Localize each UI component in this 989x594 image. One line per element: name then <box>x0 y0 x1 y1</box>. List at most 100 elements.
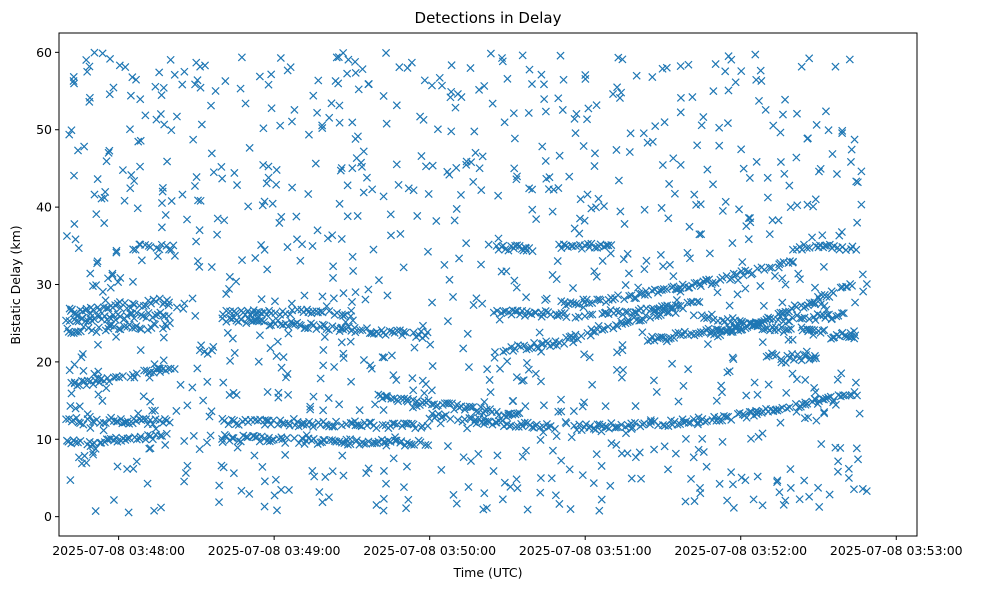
detection-point <box>817 440 826 449</box>
detection-point <box>179 304 188 313</box>
detection-point <box>641 311 650 320</box>
detection-point <box>858 484 867 493</box>
detection-point <box>134 137 143 146</box>
detection-point <box>382 48 391 57</box>
detection-point <box>607 241 616 250</box>
detection-point <box>91 507 100 516</box>
detection-point <box>694 413 703 422</box>
detection-point <box>369 245 378 254</box>
detection-point <box>790 301 799 310</box>
detection-point <box>453 416 462 425</box>
detection-point <box>800 313 809 322</box>
detection-point <box>150 320 160 329</box>
detection-point <box>328 231 337 240</box>
detection-point <box>837 309 846 318</box>
detection-point <box>731 323 741 332</box>
detection-point <box>737 473 746 482</box>
detection-point <box>739 164 748 173</box>
detection-point <box>504 411 513 420</box>
detection-point <box>539 80 549 89</box>
detection-point <box>855 409 864 418</box>
detection-point <box>154 364 163 373</box>
detection-point <box>480 81 489 91</box>
detection-point <box>162 416 171 425</box>
detection-point <box>237 256 247 265</box>
detection-point <box>763 193 772 202</box>
detection-point <box>310 472 319 481</box>
detection-point <box>684 283 693 292</box>
detection-point <box>146 397 155 406</box>
detection-point <box>834 457 843 466</box>
detection-point <box>329 294 338 303</box>
detection-point <box>109 495 118 505</box>
detection-point <box>565 172 574 181</box>
detection-point <box>133 204 142 213</box>
detection-point <box>126 184 135 193</box>
detection-point <box>708 278 717 287</box>
detection-point <box>272 351 281 360</box>
detection-point <box>358 326 367 335</box>
detection-point <box>421 440 430 449</box>
detection-point <box>71 235 80 244</box>
detection-point <box>273 420 283 429</box>
detection-point <box>683 248 692 257</box>
detection-point <box>346 435 355 444</box>
detection-point <box>379 494 388 503</box>
detection-point <box>536 435 545 444</box>
detection-point <box>778 110 787 119</box>
detection-point <box>267 436 276 445</box>
detection-point <box>262 179 271 188</box>
detection-point <box>513 409 522 418</box>
detection-point <box>151 297 160 306</box>
detection-point <box>470 127 479 136</box>
detection-point <box>84 324 93 333</box>
detection-point <box>601 402 610 411</box>
detection-point <box>482 405 491 414</box>
detection-point <box>309 434 318 443</box>
detection-point <box>228 433 237 442</box>
detection-point <box>267 104 276 113</box>
detection-point <box>342 420 351 429</box>
detection-point <box>862 279 871 289</box>
detection-point <box>462 157 471 166</box>
detection-point <box>618 55 627 64</box>
detection-point <box>192 173 201 182</box>
detection-point <box>627 474 636 483</box>
detection-point <box>557 244 566 253</box>
detection-point <box>815 502 824 511</box>
detection-point <box>713 288 722 297</box>
detection-point <box>801 375 810 384</box>
detection-point <box>213 214 222 223</box>
detection-point <box>448 292 458 301</box>
detection-point <box>316 374 325 383</box>
detection-point <box>536 473 545 483</box>
detection-point <box>778 274 787 283</box>
detection-point <box>803 200 812 209</box>
detection-point <box>522 345 531 354</box>
detection-point <box>335 437 344 446</box>
detection-point <box>306 402 315 411</box>
detection-point <box>817 290 826 299</box>
detection-point <box>215 481 224 490</box>
detection-point <box>348 252 357 261</box>
detection-point <box>108 269 117 278</box>
detection-point <box>688 93 697 102</box>
detection-point <box>351 288 360 297</box>
detection-point <box>318 308 327 317</box>
detection-point <box>850 135 859 144</box>
detection-point <box>128 73 137 82</box>
detection-point <box>717 381 726 390</box>
detection-point <box>128 323 137 332</box>
detection-point <box>450 216 459 225</box>
detection-point <box>222 432 231 441</box>
detection-point <box>283 369 292 378</box>
detection-point <box>660 442 669 451</box>
detection-point <box>819 395 829 404</box>
detection-point <box>203 377 212 386</box>
detection-point <box>385 327 394 336</box>
detection-point <box>435 73 444 82</box>
detection-point <box>768 323 777 332</box>
detection-point <box>132 308 141 317</box>
detection-point <box>65 366 74 375</box>
detection-point <box>637 474 646 483</box>
